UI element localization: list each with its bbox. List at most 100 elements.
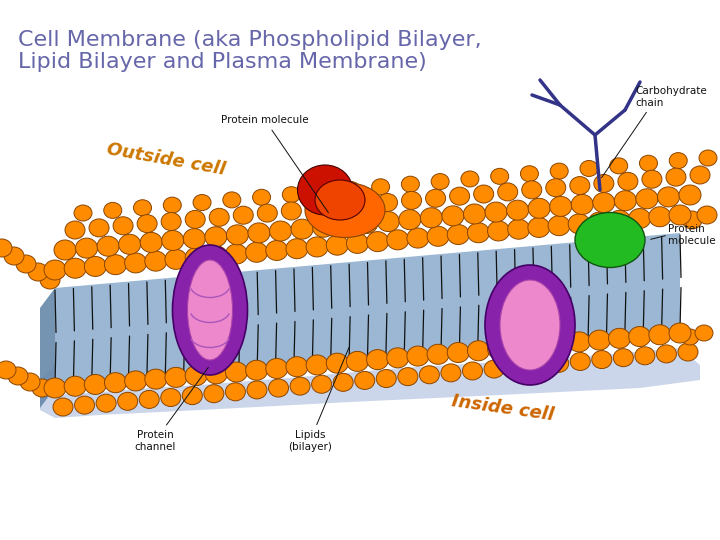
- Ellipse shape: [447, 225, 469, 245]
- Ellipse shape: [205, 364, 228, 384]
- Ellipse shape: [161, 388, 181, 407]
- Ellipse shape: [571, 194, 593, 214]
- Ellipse shape: [508, 219, 530, 239]
- Ellipse shape: [618, 172, 638, 190]
- Ellipse shape: [342, 181, 360, 198]
- Ellipse shape: [461, 171, 479, 187]
- Ellipse shape: [113, 217, 133, 235]
- Ellipse shape: [508, 337, 530, 357]
- Ellipse shape: [521, 166, 539, 182]
- Ellipse shape: [407, 346, 429, 366]
- Ellipse shape: [305, 183, 385, 238]
- Ellipse shape: [225, 362, 248, 382]
- Ellipse shape: [247, 381, 267, 399]
- Ellipse shape: [366, 349, 389, 369]
- Ellipse shape: [139, 390, 159, 408]
- Ellipse shape: [568, 214, 590, 234]
- Ellipse shape: [205, 227, 227, 247]
- Text: Lipid Bilayer and Plasma Membrane): Lipid Bilayer and Plasma Membrane): [18, 52, 427, 72]
- Ellipse shape: [462, 362, 482, 380]
- Ellipse shape: [657, 345, 677, 363]
- Ellipse shape: [484, 360, 504, 378]
- Ellipse shape: [84, 256, 107, 276]
- Text: Lipids
(bilayer): Lipids (bilayer): [288, 348, 349, 451]
- Ellipse shape: [546, 179, 566, 197]
- Ellipse shape: [629, 208, 651, 228]
- Ellipse shape: [649, 207, 671, 227]
- Text: Inside cell: Inside cell: [450, 392, 554, 424]
- Ellipse shape: [346, 352, 369, 372]
- Ellipse shape: [610, 158, 628, 174]
- Ellipse shape: [330, 198, 349, 216]
- Ellipse shape: [315, 180, 365, 220]
- Ellipse shape: [528, 218, 550, 238]
- Text: Protein
molecule: Protein molecule: [668, 224, 716, 246]
- Ellipse shape: [75, 396, 94, 414]
- Ellipse shape: [125, 371, 147, 391]
- Ellipse shape: [402, 191, 421, 210]
- Ellipse shape: [185, 247, 207, 268]
- Ellipse shape: [286, 239, 308, 259]
- Ellipse shape: [0, 361, 16, 379]
- Ellipse shape: [32, 379, 52, 397]
- Text: Protein
channel: Protein channel: [135, 367, 208, 451]
- Ellipse shape: [165, 367, 187, 387]
- Ellipse shape: [431, 173, 449, 190]
- Ellipse shape: [65, 221, 85, 239]
- Ellipse shape: [570, 177, 590, 194]
- Ellipse shape: [681, 329, 699, 345]
- Ellipse shape: [447, 342, 469, 362]
- Ellipse shape: [8, 367, 28, 385]
- Ellipse shape: [505, 358, 526, 376]
- Ellipse shape: [467, 222, 490, 243]
- Ellipse shape: [467, 341, 490, 361]
- Ellipse shape: [104, 255, 127, 275]
- Ellipse shape: [527, 356, 547, 374]
- Ellipse shape: [588, 330, 611, 350]
- Ellipse shape: [580, 160, 598, 177]
- Ellipse shape: [312, 217, 335, 237]
- Ellipse shape: [593, 193, 615, 213]
- Ellipse shape: [588, 212, 611, 232]
- Ellipse shape: [669, 205, 691, 225]
- Ellipse shape: [346, 233, 369, 253]
- Ellipse shape: [548, 215, 570, 235]
- Ellipse shape: [464, 204, 485, 224]
- Ellipse shape: [163, 197, 181, 213]
- Ellipse shape: [133, 200, 151, 216]
- Ellipse shape: [269, 221, 292, 241]
- Ellipse shape: [312, 184, 330, 200]
- Ellipse shape: [76, 238, 97, 258]
- Ellipse shape: [498, 183, 518, 201]
- Ellipse shape: [0, 239, 12, 257]
- Ellipse shape: [485, 265, 575, 385]
- Ellipse shape: [407, 228, 429, 248]
- Ellipse shape: [629, 327, 651, 347]
- Ellipse shape: [442, 206, 464, 226]
- Ellipse shape: [355, 372, 374, 389]
- Ellipse shape: [269, 379, 289, 397]
- Ellipse shape: [97, 236, 119, 256]
- Ellipse shape: [377, 369, 396, 388]
- Ellipse shape: [669, 153, 687, 168]
- Ellipse shape: [490, 168, 508, 184]
- Ellipse shape: [366, 232, 389, 252]
- Ellipse shape: [420, 208, 442, 228]
- Ellipse shape: [266, 359, 288, 379]
- Ellipse shape: [528, 198, 550, 218]
- Ellipse shape: [372, 179, 390, 195]
- Polygon shape: [40, 348, 700, 418]
- Ellipse shape: [266, 240, 288, 260]
- Ellipse shape: [140, 232, 162, 252]
- Ellipse shape: [145, 369, 167, 389]
- Ellipse shape: [185, 366, 207, 386]
- Ellipse shape: [594, 174, 614, 192]
- Ellipse shape: [679, 185, 701, 205]
- Ellipse shape: [690, 166, 710, 184]
- Ellipse shape: [354, 195, 374, 214]
- Ellipse shape: [649, 325, 671, 345]
- Ellipse shape: [222, 192, 240, 208]
- Ellipse shape: [290, 377, 310, 395]
- Ellipse shape: [40, 271, 60, 289]
- Ellipse shape: [89, 219, 109, 237]
